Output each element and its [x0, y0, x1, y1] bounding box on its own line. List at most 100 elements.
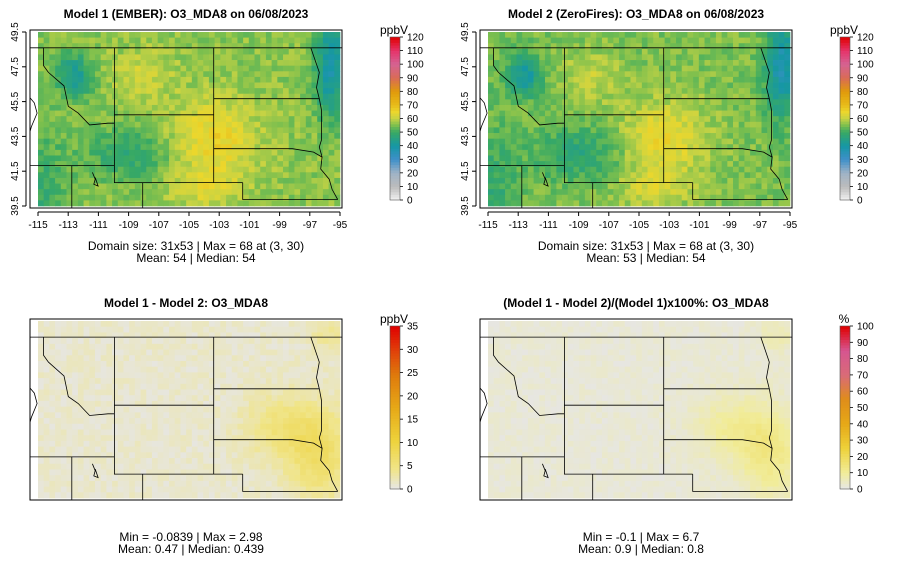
heatmap-cell — [294, 65, 301, 72]
heatmap-cell — [300, 194, 307, 201]
heatmap-cell — [197, 183, 204, 190]
heatmap-cell — [693, 32, 700, 38]
heatmap-cell — [157, 378, 164, 385]
heatmap-cell — [265, 144, 272, 151]
colorbar-tick-label: 120 — [857, 33, 874, 44]
heatmap-cell — [527, 88, 534, 95]
heatmap-cell — [283, 194, 290, 201]
heatmap-cell — [334, 383, 341, 390]
heatmap-cell — [624, 116, 631, 123]
heatmap-cell — [556, 177, 563, 184]
heatmap-cell — [704, 99, 711, 106]
heatmap-cell — [681, 104, 688, 111]
heatmap-cell — [516, 104, 523, 111]
heatmap-cell — [151, 435, 159, 442]
heatmap-cell — [83, 82, 90, 89]
heatmap-cell — [123, 378, 130, 385]
heatmap-cell — [83, 194, 90, 201]
heatmap-cell — [169, 418, 176, 425]
heatmap-cell — [157, 200, 164, 207]
heatmap-cell — [157, 144, 164, 151]
heatmap-cell — [283, 389, 290, 396]
heatmap-cell — [755, 99, 762, 106]
colorbar-segment — [390, 85, 400, 90]
heatmap-cell — [527, 65, 534, 72]
heatmap-cell — [123, 121, 130, 128]
heatmap-cell — [169, 144, 176, 151]
heatmap-cell — [573, 65, 580, 72]
heatmap-cell — [197, 366, 204, 373]
heatmap-cell — [488, 60, 495, 67]
heatmap-cell — [493, 99, 500, 106]
heatmap-cell — [607, 43, 614, 50]
heatmap-cell — [693, 116, 700, 123]
heatmap-cell — [624, 144, 631, 151]
heatmap-cell — [157, 177, 164, 184]
heatmap-cell — [761, 104, 768, 111]
heatmap-cell — [721, 65, 728, 72]
heatmap-cell — [66, 99, 73, 106]
heatmap-cell — [237, 412, 244, 419]
heatmap-cell — [174, 469, 181, 476]
heatmap-cell — [260, 172, 267, 179]
heatmap-cell — [186, 48, 193, 55]
heatmap-cell — [761, 71, 768, 78]
heatmap-cell — [493, 82, 500, 89]
heatmap-cell — [493, 76, 500, 83]
heatmap-cell — [123, 166, 130, 173]
heatmap-cell — [157, 326, 164, 333]
heatmap-cell — [721, 172, 728, 179]
heatmap-cell — [237, 48, 244, 55]
heatmap-cell — [226, 183, 233, 190]
heatmap-cell — [704, 161, 711, 168]
heatmap-cell — [163, 54, 170, 61]
heatmap-cell — [66, 121, 73, 128]
colorbar-segment — [390, 99, 400, 103]
heatmap-cell — [693, 133, 700, 139]
heatmap-cell — [180, 82, 187, 89]
heatmap-cell — [191, 429, 198, 436]
heatmap-cell — [584, 127, 591, 134]
heatmap-cell — [83, 189, 90, 196]
heatmap-cell — [505, 116, 512, 123]
heatmap-cell — [579, 121, 586, 128]
heatmap-cell — [488, 71, 495, 78]
heatmap-cell — [260, 395, 267, 402]
heatmap-cell — [134, 343, 141, 350]
heatmap-cell — [624, 177, 631, 184]
heatmap-cell — [169, 43, 176, 50]
heatmap-cell — [123, 372, 130, 379]
heatmap-cell — [197, 389, 204, 396]
heatmap-cell — [254, 440, 261, 447]
heatmap-cell — [647, 60, 654, 67]
heatmap-cell — [117, 32, 124, 38]
colorbar-segment — [390, 110, 400, 114]
heatmap-cell — [562, 104, 569, 111]
heatmap-cell — [630, 65, 637, 72]
heatmap-cell — [322, 412, 329, 419]
heatmap-cell — [237, 321, 244, 328]
heatmap-cell — [562, 183, 569, 190]
heatmap-cell — [89, 332, 96, 339]
heatmap-cell — [693, 200, 700, 207]
heatmap-cell — [191, 155, 198, 162]
heatmap-cell — [140, 423, 147, 430]
heatmap-cell — [710, 65, 717, 72]
heatmap-cell — [334, 463, 341, 470]
heatmap-cell — [43, 37, 50, 44]
heatmap-cell — [784, 32, 791, 38]
heatmap-cell — [533, 189, 540, 196]
heatmap-cell — [248, 161, 255, 168]
heatmap-cell — [755, 76, 762, 83]
heatmap-cell — [254, 429, 261, 436]
heatmap-cell — [129, 406, 136, 413]
heatmap-cell — [573, 82, 580, 89]
heatmap-cell — [653, 144, 660, 151]
heatmap-cell — [653, 121, 660, 128]
heatmap-cell — [248, 378, 255, 385]
heatmap-cell — [146, 133, 153, 139]
heatmap-cell — [89, 349, 96, 356]
heatmap-cell — [288, 406, 295, 413]
heatmap-cell — [624, 37, 631, 44]
heatmap-cell — [607, 65, 614, 72]
